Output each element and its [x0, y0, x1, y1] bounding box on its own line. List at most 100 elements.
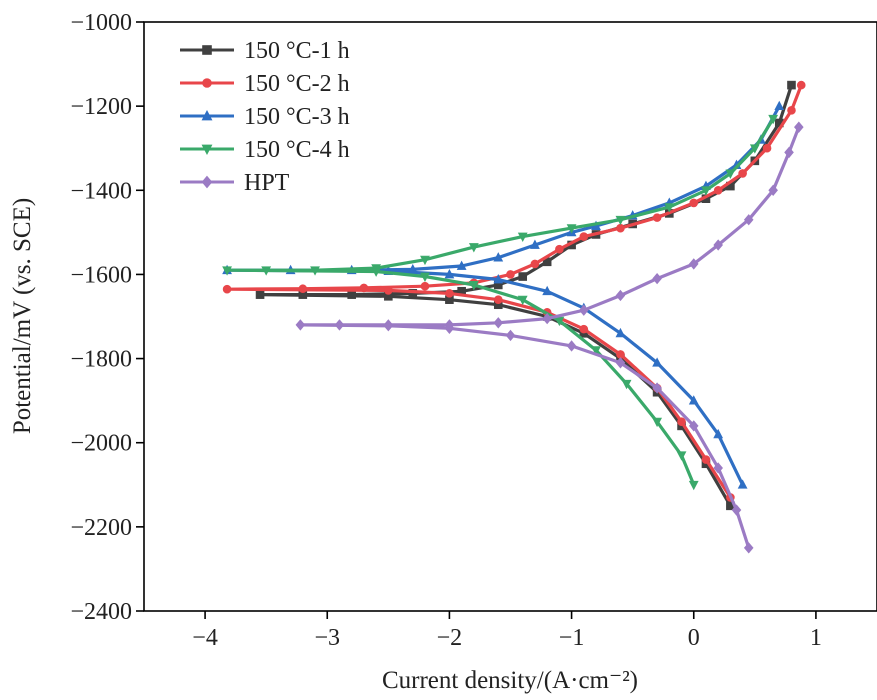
data-point [542, 285, 553, 296]
y-tick-label: −1600 [70, 262, 132, 288]
data-point [664, 203, 675, 213]
data-point [445, 289, 454, 298]
data-point [468, 281, 479, 291]
data-point [689, 198, 699, 208]
data-point [295, 319, 306, 331]
data-point [222, 284, 232, 294]
data-point [420, 281, 430, 291]
legend-label: 150 °C-4 h [244, 137, 350, 163]
data-point [615, 357, 626, 369]
data-point [688, 420, 699, 432]
data-point [384, 286, 393, 295]
data-point [615, 327, 626, 338]
x-tick-label: 1 [810, 625, 822, 651]
x-axis-title: Current density/(A·cm⁻²) [382, 667, 638, 694]
data-point [347, 290, 356, 299]
y-tick-label: −2000 [70, 431, 132, 457]
x-tick-label: −3 [314, 625, 340, 651]
data-point [468, 243, 479, 253]
data-point [615, 215, 626, 226]
data-point [652, 417, 662, 428]
y-tick-label: −1200 [70, 94, 132, 120]
data-point [334, 319, 345, 331]
data-point [359, 283, 369, 293]
data-point [713, 462, 723, 474]
series-2 [222, 80, 806, 502]
data-point [517, 295, 528, 306]
data-point [688, 258, 699, 270]
data-point [701, 455, 711, 464]
data-point [383, 320, 394, 332]
data-point [794, 121, 804, 133]
data-point [796, 80, 806, 90]
legend-marker [201, 175, 213, 189]
data-point [420, 255, 430, 266]
legend-label: 150 °C-3 h [244, 104, 350, 130]
data-point [506, 270, 515, 279]
data-point [688, 480, 699, 491]
data-point [743, 542, 754, 554]
legend: 150 °C-1 h 150 °C-2 h 150 °C-3 h 150 °C-4 h… [180, 38, 350, 196]
data-point [787, 80, 796, 90]
data-point [310, 266, 320, 276]
y-tick-label: −1000 [70, 10, 132, 36]
data-point [407, 263, 418, 274]
data-point [444, 322, 455, 334]
legend-label: 150 °C-1 h [244, 38, 350, 64]
legend-marker [201, 144, 213, 156]
data-point [222, 266, 232, 276]
data-point [768, 114, 779, 125]
y-axis-title: Potential/mV (vs. SCE) [9, 198, 36, 434]
data-point [616, 223, 625, 233]
data-point [677, 417, 686, 426]
data-point [566, 224, 577, 234]
data-point [701, 186, 711, 196]
data-point [713, 239, 723, 251]
data-point [493, 274, 504, 284]
x-tick-label: −1 [559, 625, 585, 651]
data-point [555, 244, 564, 254]
data-point [255, 290, 265, 299]
data-point [518, 272, 528, 281]
data-point [713, 428, 724, 439]
data-point [298, 284, 308, 294]
data-point [737, 479, 748, 489]
data-point [579, 232, 589, 241]
legend-label: HPT [244, 170, 290, 196]
data-point [768, 184, 778, 196]
legend-marker [202, 45, 212, 55]
data-point [749, 144, 760, 154]
data-point [456, 260, 467, 270]
data-point [530, 239, 540, 249]
y-tick-label: −1800 [70, 347, 132, 373]
data-point [652, 357, 662, 367]
data-point [579, 324, 589, 334]
legend-item: 150 °C-4 h [180, 137, 350, 163]
series-layer [222, 80, 806, 554]
legend-item: HPT [180, 170, 290, 196]
data-point [652, 272, 662, 285]
data-point [579, 304, 589, 316]
data-point [493, 252, 504, 262]
data-point [774, 100, 785, 111]
data-point [444, 268, 455, 279]
data-point [542, 312, 552, 325]
legend-item: 150 °C-2 h [180, 71, 350, 97]
data-point [787, 106, 796, 115]
legend-marker [201, 109, 213, 121]
series-5 [295, 121, 804, 554]
y-tick-label: −2200 [70, 515, 132, 541]
data-point [493, 295, 503, 304]
data-point [725, 169, 736, 179]
plot-frame [143, 21, 877, 612]
data-point [688, 395, 699, 405]
data-point [371, 267, 382, 277]
data-point [652, 382, 662, 394]
legend-item: 150 °C-3 h [180, 104, 350, 130]
data-point [261, 266, 272, 276]
data-point [615, 289, 626, 302]
data-point [591, 346, 601, 356]
x-tick-label: −4 [192, 625, 218, 651]
data-point [420, 272, 430, 282]
